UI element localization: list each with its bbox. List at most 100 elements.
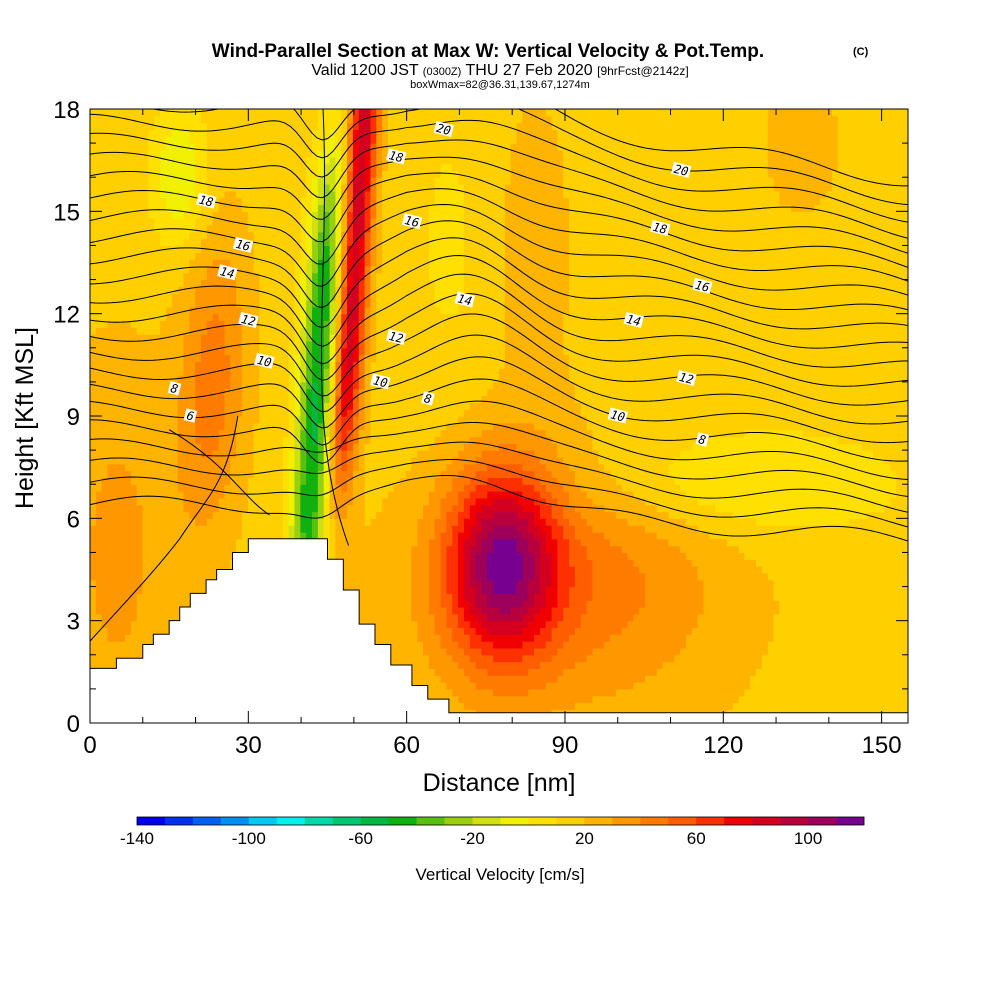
field-cell xyxy=(300,518,307,526)
field-cell xyxy=(376,231,383,240)
field-cell xyxy=(335,320,342,328)
field-cell xyxy=(130,491,138,499)
field-cell xyxy=(387,361,395,369)
field-cell xyxy=(364,197,372,206)
field-cell xyxy=(382,320,389,328)
field-cell xyxy=(282,381,290,390)
field-cell xyxy=(195,463,202,472)
field-cell xyxy=(142,450,150,458)
field-cell xyxy=(101,436,109,444)
field-cell xyxy=(370,470,377,478)
field-cell xyxy=(142,443,150,451)
field-cell xyxy=(177,470,185,478)
field-cell xyxy=(230,334,237,342)
field-cell xyxy=(183,450,190,458)
field-cell xyxy=(399,484,407,492)
field-cell xyxy=(265,115,272,124)
field-cell xyxy=(195,477,202,485)
field-cell xyxy=(218,238,225,247)
field-cell xyxy=(411,579,418,588)
field-cell xyxy=(329,545,336,554)
field-cell xyxy=(224,129,231,137)
field-cell xyxy=(306,245,313,253)
field-cell xyxy=(189,184,196,192)
field-cell xyxy=(317,259,325,267)
field-cell xyxy=(236,395,243,403)
field-cell xyxy=(282,497,290,506)
field-cell xyxy=(399,395,407,403)
field-cell xyxy=(364,143,372,151)
field-cell xyxy=(312,272,319,281)
field-cell xyxy=(230,204,237,212)
field-cell xyxy=(288,456,296,465)
field-cell xyxy=(370,552,377,560)
field-cell xyxy=(276,429,284,438)
field-cell xyxy=(119,190,126,199)
field-cell xyxy=(241,538,249,547)
field-cell xyxy=(171,450,179,458)
field-cell xyxy=(101,313,109,322)
field-cell xyxy=(387,129,395,137)
field-cell xyxy=(142,211,150,219)
field-cell xyxy=(195,177,202,185)
field-cell xyxy=(376,443,383,451)
field-cell xyxy=(142,252,150,260)
field-cell xyxy=(130,429,138,438)
field-cell xyxy=(119,450,126,458)
field-cell xyxy=(236,286,243,294)
field-cell xyxy=(247,122,255,131)
field-cell xyxy=(329,163,336,171)
field-cell xyxy=(125,320,132,328)
field-cell xyxy=(323,422,331,431)
field-cell xyxy=(206,313,214,322)
field-cell xyxy=(370,463,377,472)
field-cell xyxy=(148,143,155,151)
field-cell xyxy=(265,129,272,137)
field-cell xyxy=(341,416,348,424)
field-cell xyxy=(206,170,214,178)
field-cell xyxy=(411,607,418,615)
field-cell xyxy=(276,177,284,185)
field-cell xyxy=(107,402,114,410)
field-cell xyxy=(119,422,126,431)
field-cell xyxy=(405,122,412,131)
field-cell xyxy=(241,163,249,171)
field-cell xyxy=(148,429,155,438)
field-cell xyxy=(125,204,132,212)
field-cell xyxy=(382,238,389,247)
field-cell xyxy=(271,190,278,199)
field-cell xyxy=(405,177,412,185)
field-cell xyxy=(382,422,389,431)
field-cell xyxy=(119,238,126,247)
field-cell xyxy=(177,259,185,267)
field-cell xyxy=(136,545,144,554)
field-cell xyxy=(136,388,144,397)
field-cell xyxy=(113,340,120,349)
field-cell xyxy=(265,334,272,342)
field-cell xyxy=(119,381,126,390)
field-cell xyxy=(148,620,155,629)
field-cell xyxy=(230,163,237,171)
field-cell xyxy=(253,518,261,526)
field-cell xyxy=(171,409,179,417)
field-cell xyxy=(253,211,261,219)
field-cell xyxy=(218,313,225,322)
field-cell xyxy=(352,463,360,472)
field-cell xyxy=(201,143,208,151)
field-cell xyxy=(358,525,366,533)
field-cell xyxy=(101,409,109,417)
field-cell xyxy=(382,327,389,335)
field-cell xyxy=(136,327,144,335)
field-cell xyxy=(218,279,225,287)
field-cell xyxy=(125,525,132,533)
field-cell xyxy=(107,265,114,274)
field-cell xyxy=(253,190,261,199)
field-cell xyxy=(236,422,243,431)
field-cell xyxy=(358,484,366,492)
subtitle-date: THU 27 Feb 2020 xyxy=(465,62,592,79)
field-cell xyxy=(195,586,202,594)
field-cell xyxy=(136,416,144,424)
field-cell xyxy=(142,416,150,424)
field-cell xyxy=(405,265,412,274)
field-cell xyxy=(136,620,144,629)
